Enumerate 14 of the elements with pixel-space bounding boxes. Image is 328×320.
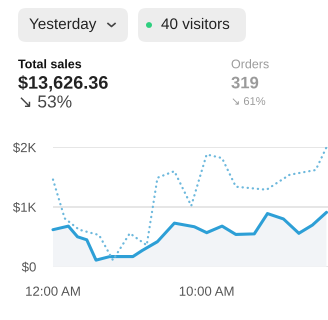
text: 40 visitors bbox=[161, 18, 230, 30]
x-tick-label: 10:00 AM bbox=[180, 286, 234, 296]
text: Total sales bbox=[18, 59, 82, 68]
text: ↘ 61% bbox=[232, 97, 266, 105]
text: $13,626.36 bbox=[18, 75, 108, 92]
text: Orders bbox=[232, 59, 269, 68]
text: 319 bbox=[231, 76, 258, 88]
line-series bbox=[52, 146, 328, 262]
text: ↘ 53% bbox=[20, 95, 72, 108]
y-tick-label: $0 bbox=[22, 262, 36, 272]
y-tick-label: $2K bbox=[13, 142, 36, 153]
text: Yesterday bbox=[29, 18, 96, 32]
x-tick-label: 12:00 AM bbox=[26, 286, 80, 296]
y-tick-label: $1K bbox=[13, 202, 36, 213]
